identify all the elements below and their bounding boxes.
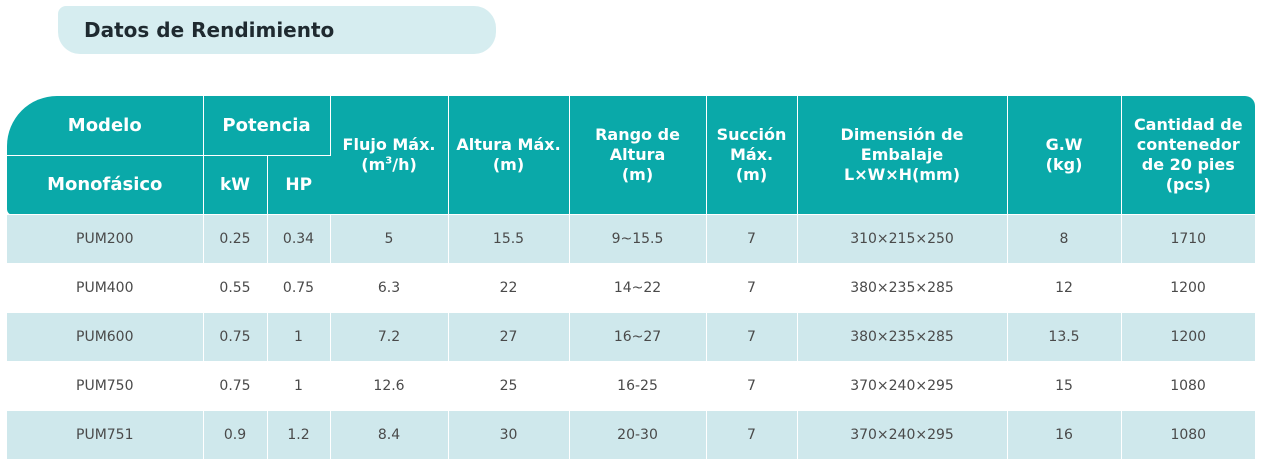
cell-flujo: 8.4 <box>330 410 449 460</box>
cell-cantidad: 1200 <box>1121 263 1256 313</box>
header-flujo-unit-pre: (m <box>361 155 386 174</box>
cell-rango: 9~15.5 <box>569 214 707 264</box>
section-title-box: Datos de Rendimiento <box>58 6 496 54</box>
header-rango-line3: (m) <box>621 165 654 184</box>
header-cant-line4: (pcs) <box>1165 175 1211 194</box>
header-altura-line1: Altura Máx. <box>456 135 561 154</box>
cell-cantidad: 1200 <box>1121 312 1256 362</box>
header-cant-line3: de 20 pies <box>1141 155 1235 174</box>
header-dimension: Dimensión de Embalaje L×W×H(mm) <box>797 96 1008 215</box>
performance-table: Modelo Potencia Flujo Máx. (m3/h) Altura… <box>7 96 1256 460</box>
header-hp: HP <box>267 155 331 215</box>
cell-dimension: 380×235×285 <box>797 312 1008 362</box>
cell-dimension: 370×240×295 <box>797 361 1008 411</box>
cell-dimension: 380×235×285 <box>797 263 1008 313</box>
cell-gw: 8 <box>1007 214 1122 264</box>
header-dim-line2: Embalaje <box>860 145 944 164</box>
cell-modelo: PUM600 <box>7 312 204 362</box>
cell-modelo: PUM400 <box>7 263 204 313</box>
cell-hp: 0.34 <box>267 214 331 264</box>
cell-succion: 7 <box>706 312 798 362</box>
cell-flujo: 5 <box>330 214 449 264</box>
header-rango: Rango de Altura (m) <box>569 96 707 215</box>
cell-gw: 13.5 <box>1007 312 1122 362</box>
section-title: Datos de Rendimiento <box>84 18 335 42</box>
cell-altura: 27 <box>448 312 570 362</box>
cell-modelo: PUM750 <box>7 361 204 411</box>
cell-altura: 22 <box>448 263 570 313</box>
header-cant-line1: Cantidad de <box>1133 115 1243 134</box>
cell-kw: 0.25 <box>203 214 268 264</box>
cell-altura: 30 <box>448 410 570 460</box>
cell-gw: 16 <box>1007 410 1122 460</box>
header-succion-line3: (m) <box>735 165 768 184</box>
cell-modelo: PUM200 <box>7 214 204 264</box>
header-kw: kW <box>203 155 268 215</box>
header-monofasico: Monofásico <box>7 155 204 215</box>
header-succion-line2: Máx. <box>729 145 774 164</box>
cell-kw: 0.75 <box>203 312 268 362</box>
cell-flujo: 7.2 <box>330 312 449 362</box>
header-flujo-unit-sup: 3 <box>385 155 393 167</box>
cell-modelo: PUM751 <box>7 410 204 460</box>
cell-dimension: 310×215×250 <box>797 214 1008 264</box>
header-succion: Succión Máx. (m) <box>706 96 798 215</box>
header-altura: Altura Máx. (m) <box>448 96 570 215</box>
cell-altura: 15.5 <box>448 214 570 264</box>
cell-gw: 15 <box>1007 361 1122 411</box>
cell-dimension: 370×240×295 <box>797 410 1008 460</box>
cell-kw: 0.55 <box>203 263 268 313</box>
cell-rango: 16~27 <box>569 312 707 362</box>
header-dim-line1: Dimensión de <box>840 125 964 144</box>
cell-gw: 12 <box>1007 263 1122 313</box>
table-row: PUM600 0.75 1 7.2 27 16~27 7 380×235×285… <box>7 312 1256 362</box>
cell-hp: 1 <box>267 361 331 411</box>
header-gw: G.W (kg) <box>1007 96 1122 215</box>
header-potencia: Potencia <box>203 96 331 156</box>
cell-succion: 7 <box>706 410 798 460</box>
cell-hp: 1.2 <box>267 410 331 460</box>
header-dim-line3: L×W×H(mm) <box>844 165 961 184</box>
header-gw-line2: (kg) <box>1045 155 1083 174</box>
header-rango-line1: Rango de <box>595 125 680 144</box>
cell-kw: 0.9 <box>203 410 268 460</box>
header-rango-line2: Altura <box>609 145 666 164</box>
cell-altura: 25 <box>448 361 570 411</box>
header-cantidad: Cantidad de contenedor de 20 pies (pcs) <box>1121 96 1256 215</box>
header-altura-line2: (m) <box>492 155 525 174</box>
cell-flujo: 6.3 <box>330 263 449 313</box>
cell-succion: 7 <box>706 263 798 313</box>
header-succion-line1: Succión <box>716 125 787 144</box>
header-gw-line1: G.W <box>1045 135 1083 154</box>
cell-cantidad: 1710 <box>1121 214 1256 264</box>
table-row: PUM400 0.55 0.75 6.3 22 14~22 7 380×235×… <box>7 263 1256 313</box>
header-flujo-line1: Flujo Máx. <box>342 135 436 154</box>
cell-succion: 7 <box>706 214 798 264</box>
cell-hp: 0.75 <box>267 263 331 313</box>
cell-cantidad: 1080 <box>1121 410 1256 460</box>
header-flujo-unit-post: /h) <box>392 155 417 174</box>
cell-rango: 16-25 <box>569 361 707 411</box>
cell-flujo: 12.6 <box>330 361 449 411</box>
cell-kw: 0.75 <box>203 361 268 411</box>
cell-succion: 7 <box>706 361 798 411</box>
header-modelo: Modelo <box>7 96 204 156</box>
table-row: PUM750 0.75 1 12.6 25 16-25 7 370×240×29… <box>7 361 1256 411</box>
header-flujo: Flujo Máx. (m3/h) <box>330 96 449 215</box>
table-row: PUM200 0.25 0.34 5 15.5 9~15.5 7 310×215… <box>7 214 1256 264</box>
header-cant-line2: contenedor <box>1136 135 1240 154</box>
cell-rango: 14~22 <box>569 263 707 313</box>
cell-hp: 1 <box>267 312 331 362</box>
cell-rango: 20-30 <box>569 410 707 460</box>
cell-cantidad: 1080 <box>1121 361 1256 411</box>
table-row: PUM751 0.9 1.2 8.4 30 20-30 7 370×240×29… <box>7 410 1256 460</box>
